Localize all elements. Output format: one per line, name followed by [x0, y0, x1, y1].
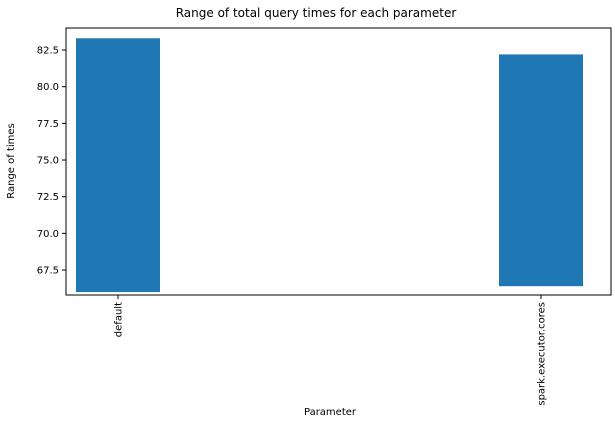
plot-area-frame	[65, 27, 612, 296]
x-axis: default spark.executor.cores	[114, 295, 548, 406]
x-axis-label: Parameter	[304, 407, 357, 418]
bar-default	[76, 38, 160, 293]
y-tick-label: 80.0	[37, 82, 59, 93]
x-tick-label: spark.executor.cores	[537, 302, 548, 406]
y-tick-label: 82.5	[37, 46, 59, 57]
y-tick-label: 67.5	[37, 266, 59, 277]
y-tick-label: 72.5	[37, 192, 59, 203]
bar-spark-executor-cores	[499, 54, 583, 287]
y-tick-label: 70.0	[37, 229, 59, 240]
y-tick-label: 75.0	[37, 156, 59, 167]
chart-title: Range of total query times for each para…	[176, 6, 457, 20]
x-tick-label: default	[114, 302, 125, 337]
y-tick-label: 77.5	[37, 119, 59, 130]
y-axis-label: Range of times	[6, 123, 17, 199]
bar-group	[76, 38, 583, 293]
y-axis: 67.5 70.0 72.5 75.0 77.5 80.0 82.5	[37, 46, 66, 277]
